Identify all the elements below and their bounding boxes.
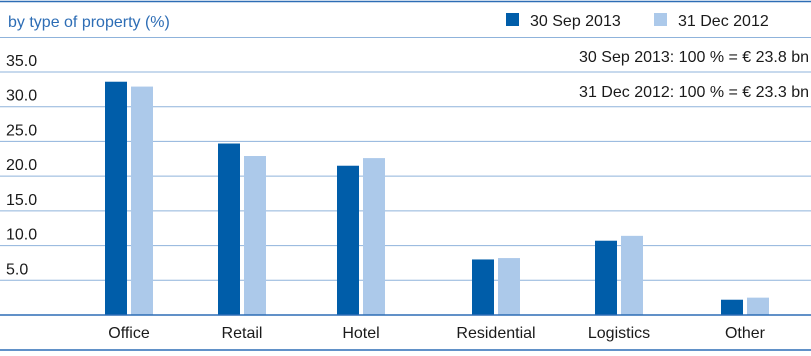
y-tick-label: 10.0 [6, 227, 37, 244]
legend-swatch-series-1 [506, 13, 519, 26]
legend-label-series-1: 30 Sep 2013 [530, 13, 621, 30]
y-tick-label: 25.0 [6, 122, 37, 139]
x-tick-label-office: Office [108, 325, 150, 342]
x-tick-label-residential: Residential [456, 325, 535, 342]
bars [105, 81, 769, 315]
chart-title: by type of property (%) [8, 14, 170, 31]
bar-other-series-1 [721, 299, 743, 315]
legend-label-series-2: 31 Dec 2012 [678, 13, 769, 30]
x-axis-labels: Office Retail Hotel Residential Logistics Oth… [108, 325, 765, 342]
note-total-2012: 31 Dec 2012: 100 % = € 23.3 bn [579, 84, 809, 101]
y-tick-label: 15.0 [6, 192, 37, 209]
bar-office-series-1 [105, 81, 127, 315]
legend-swatch-series-2 [654, 13, 667, 26]
bar-hotel-series-2 [363, 158, 385, 315]
x-tick-label-hotel: Hotel [342, 325, 379, 342]
y-tick-label: 30.0 [6, 88, 37, 105]
x-tick-label-retail: Retail [222, 325, 263, 342]
bar-retail-series-1 [218, 143, 240, 315]
bar-residential-series-1 [472, 259, 494, 315]
y-tick-label: 20.0 [6, 157, 37, 174]
x-tick-label-logistics: Logistics [588, 325, 650, 342]
bar-other-series-2 [747, 297, 769, 315]
bar-logistics-series-1 [595, 240, 617, 315]
note-total-2013: 30 Sep 2013: 100 % = € 23.8 bn [579, 49, 809, 66]
y-tick-label: 35.0 [6, 53, 37, 70]
bar-logistics-series-2 [621, 235, 643, 315]
bar-retail-series-2 [244, 156, 266, 315]
bar-office-series-2 [131, 86, 153, 315]
x-tick-label-other: Other [725, 325, 766, 342]
bar-hotel-series-1 [337, 165, 359, 315]
bar-residential-series-2 [498, 258, 520, 315]
y-axis-ticks: 35.0 30.0 25.0 20.0 15.0 10.0 5.0 [6, 53, 37, 278]
legend: 30 Sep 2013 31 Dec 2012 [506, 13, 769, 30]
y-tick-label: 5.0 [6, 261, 28, 278]
